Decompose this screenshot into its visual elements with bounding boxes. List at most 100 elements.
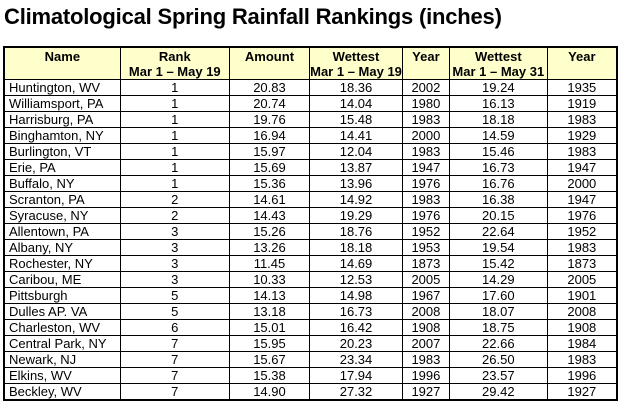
- cell-wettest-5: 22.64: [448, 223, 548, 240]
- cell-amount-2: 16.94: [228, 127, 311, 144]
- cell-year-6: 1927: [546, 383, 618, 401]
- cell-year-6: 1935: [546, 79, 618, 96]
- column-header-5-wettest: Wettest Mar 1 – May 31: [448, 46, 548, 80]
- cell-wettest-3: 16.73: [309, 303, 403, 320]
- cell-wettest-3: 19.29: [309, 207, 403, 224]
- table-row: Erie, PA 1 15.69 13.87 1947 16.73 1947: [3, 159, 618, 176]
- table-row: Central Park, NY 7 15.95 20.23 2007 22.66 1984: [3, 335, 618, 352]
- cell-wettest-3: 16.42: [309, 319, 403, 336]
- cell-name: Pittsburgh: [3, 287, 121, 304]
- column-header-label: Amount: [244, 49, 295, 64]
- column-header-0-name: Name: [3, 46, 121, 80]
- cell-year-6: 1996: [546, 367, 618, 384]
- column-header-1-rank: Rank Mar 1 – May 19: [119, 46, 230, 80]
- cell-year-6: 1929: [546, 127, 618, 144]
- cell-wettest-3: 18.36: [309, 79, 403, 96]
- table-row: Allentown, PA 3 15.26 18.76 1952 22.64 1952: [3, 223, 618, 240]
- cell-year-6: 1984: [546, 335, 618, 352]
- cell-wettest-3: 14.04: [309, 95, 403, 112]
- cell-year-4: 1908: [401, 319, 450, 336]
- cell-rank-1: 2: [119, 207, 230, 224]
- cell-wettest-5: 14.29: [448, 271, 548, 288]
- cell-wettest-3: 14.41: [309, 127, 403, 144]
- cell-rank-1: 5: [119, 303, 230, 320]
- cell-wettest-5: 20.15: [448, 207, 548, 224]
- table-row: Scranton, PA 2 14.61 14.92 1983 16.38 1947: [3, 191, 618, 208]
- header-row: Name Rank Mar 1 – May 19 Amount Wettest Mar 1…: [3, 46, 618, 80]
- cell-year-4: 2007: [401, 335, 450, 352]
- cell-wettest-5: 15.46: [448, 143, 548, 160]
- cell-name: Newark, NJ: [3, 351, 121, 368]
- cell-wettest-5: 17.60: [448, 287, 548, 304]
- cell-year-6: 1983: [546, 143, 618, 160]
- cell-year-6: 1919: [546, 95, 618, 112]
- cell-year-6: 1947: [546, 159, 618, 176]
- cell-amount-2: 10.33: [228, 271, 311, 288]
- cell-wettest-3: 12.04: [309, 143, 403, 160]
- cell-wettest-3: 12.53: [309, 271, 403, 288]
- cell-wettest-5: 22.66: [448, 335, 548, 352]
- cell-amount-2: 15.01: [228, 319, 311, 336]
- cell-name: Beckley, WV: [3, 383, 121, 401]
- cell-name: Scranton, PA: [3, 191, 121, 208]
- cell-year-6: 1983: [546, 351, 618, 368]
- cell-rank-1: 3: [119, 255, 230, 272]
- cell-rank-1: 1: [119, 79, 230, 96]
- column-header-2-amount: Amount: [228, 46, 311, 80]
- table-row: Elkins, WV 7 15.38 17.94 1996 23.57 1996: [3, 367, 618, 384]
- column-header-3-wettest: Wettest Mar 1 – May 19: [309, 46, 403, 80]
- cell-year-6: 1952: [546, 223, 618, 240]
- table-row: Newark, NJ 7 15.67 23.34 1983 26.50 1983: [3, 351, 618, 368]
- cell-year-4: 1873: [401, 255, 450, 272]
- cell-wettest-5: 26.50: [448, 351, 548, 368]
- table-row: Huntington, WV 1 20.83 18.36 2002 19.24 1935: [3, 79, 618, 96]
- column-header-label: Name: [44, 49, 81, 64]
- cell-amount-2: 20.83: [228, 79, 311, 96]
- column-header-label: Wettest: [332, 49, 380, 64]
- cell-wettest-5: 18.75: [448, 319, 548, 336]
- cell-wettest-5: 18.18: [448, 111, 548, 128]
- cell-year-4: 1983: [401, 111, 450, 128]
- column-header-6-year: Year: [546, 46, 618, 80]
- column-header-label: Year: [568, 49, 596, 64]
- cell-name: Caribou, ME: [3, 271, 121, 288]
- column-header-sublabel: Mar 1 – May 19: [310, 64, 402, 79]
- cell-wettest-3: 18.18: [309, 239, 403, 256]
- cell-amount-2: 13.18: [228, 303, 311, 320]
- cell-amount-2: 14.90: [228, 383, 311, 401]
- cell-year-4: 1953: [401, 239, 450, 256]
- cell-rank-1: 7: [119, 335, 230, 352]
- cell-wettest-5: 23.57: [448, 367, 548, 384]
- cell-rank-1: 1: [119, 159, 230, 176]
- cell-amount-2: 14.61: [228, 191, 311, 208]
- table-row: Albany, NY 3 13.26 18.18 1953 19.54 1983: [3, 239, 618, 256]
- cell-rank-1: 1: [119, 143, 230, 160]
- cell-wettest-5: 19.24: [448, 79, 548, 96]
- page-title: Climatological Spring Rainfall Rankings …: [4, 4, 502, 29]
- cell-rank-1: 7: [119, 367, 230, 384]
- cell-wettest-3: 27.32: [309, 383, 403, 401]
- column-header-label: Wettest: [474, 49, 522, 64]
- cell-name: Erie, PA: [3, 159, 121, 176]
- cell-amount-2: 15.97: [228, 143, 311, 160]
- cell-year-6: 2008: [546, 303, 618, 320]
- cell-name: Binghamton, NY: [3, 127, 121, 144]
- cell-wettest-3: 15.48: [309, 111, 403, 128]
- cell-wettest-5: 15.42: [448, 255, 548, 272]
- cell-name: Allentown, PA: [3, 223, 121, 240]
- cell-year-4: 1967: [401, 287, 450, 304]
- cell-wettest-5: 16.13: [448, 95, 548, 112]
- cell-name: Elkins, WV: [3, 367, 121, 384]
- cell-wettest-3: 13.96: [309, 175, 403, 192]
- cell-amount-2: 15.36: [228, 175, 311, 192]
- cell-rank-1: 1: [119, 127, 230, 144]
- cell-year-6: 1983: [546, 111, 618, 128]
- table-row: Syracuse, NY 2 14.43 19.29 1976 20.15 1976: [3, 207, 618, 224]
- cell-amount-2: 14.43: [228, 207, 311, 224]
- cell-year-4: 1976: [401, 207, 450, 224]
- cell-rank-1: 7: [119, 351, 230, 368]
- cell-year-4: 2002: [401, 79, 450, 96]
- cell-name: Rochester, NY: [3, 255, 121, 272]
- cell-wettest-3: 14.98: [309, 287, 403, 304]
- table-row: Binghamton, NY 1 16.94 14.41 2000 14.59 1929: [3, 127, 618, 144]
